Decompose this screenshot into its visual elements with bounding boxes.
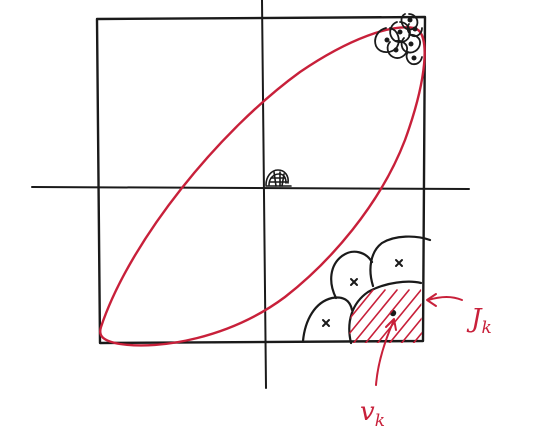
vertical-axis	[261, 0, 267, 389]
arrow-to-vk	[375, 318, 397, 386]
square-box	[95, 15, 427, 345]
label-jk: Jk	[466, 304, 492, 338]
top-right-cell-cluster	[374, 13, 423, 66]
origin-scribble	[265, 169, 292, 187]
label-vk-sub: k	[375, 411, 385, 431]
red-ellipse	[99, 26, 426, 347]
label-jk-sub: k	[481, 318, 491, 338]
horizontal-axis	[31, 186, 470, 190]
cell-upper-right	[369, 235, 432, 288]
bottom-right-cells	[301, 235, 432, 345]
cell-vk	[348, 280, 423, 345]
label-jk-main: J	[466, 304, 483, 334]
site-mark	[350, 278, 358, 286]
label-vk-main: v	[360, 397, 375, 427]
site-mark	[395, 259, 403, 267]
label-vk: vk	[360, 397, 385, 431]
cell-left	[301, 296, 354, 343]
site-mark	[322, 319, 330, 327]
cell-upper-left	[330, 250, 374, 300]
arrow-to-jk	[426, 293, 463, 307]
